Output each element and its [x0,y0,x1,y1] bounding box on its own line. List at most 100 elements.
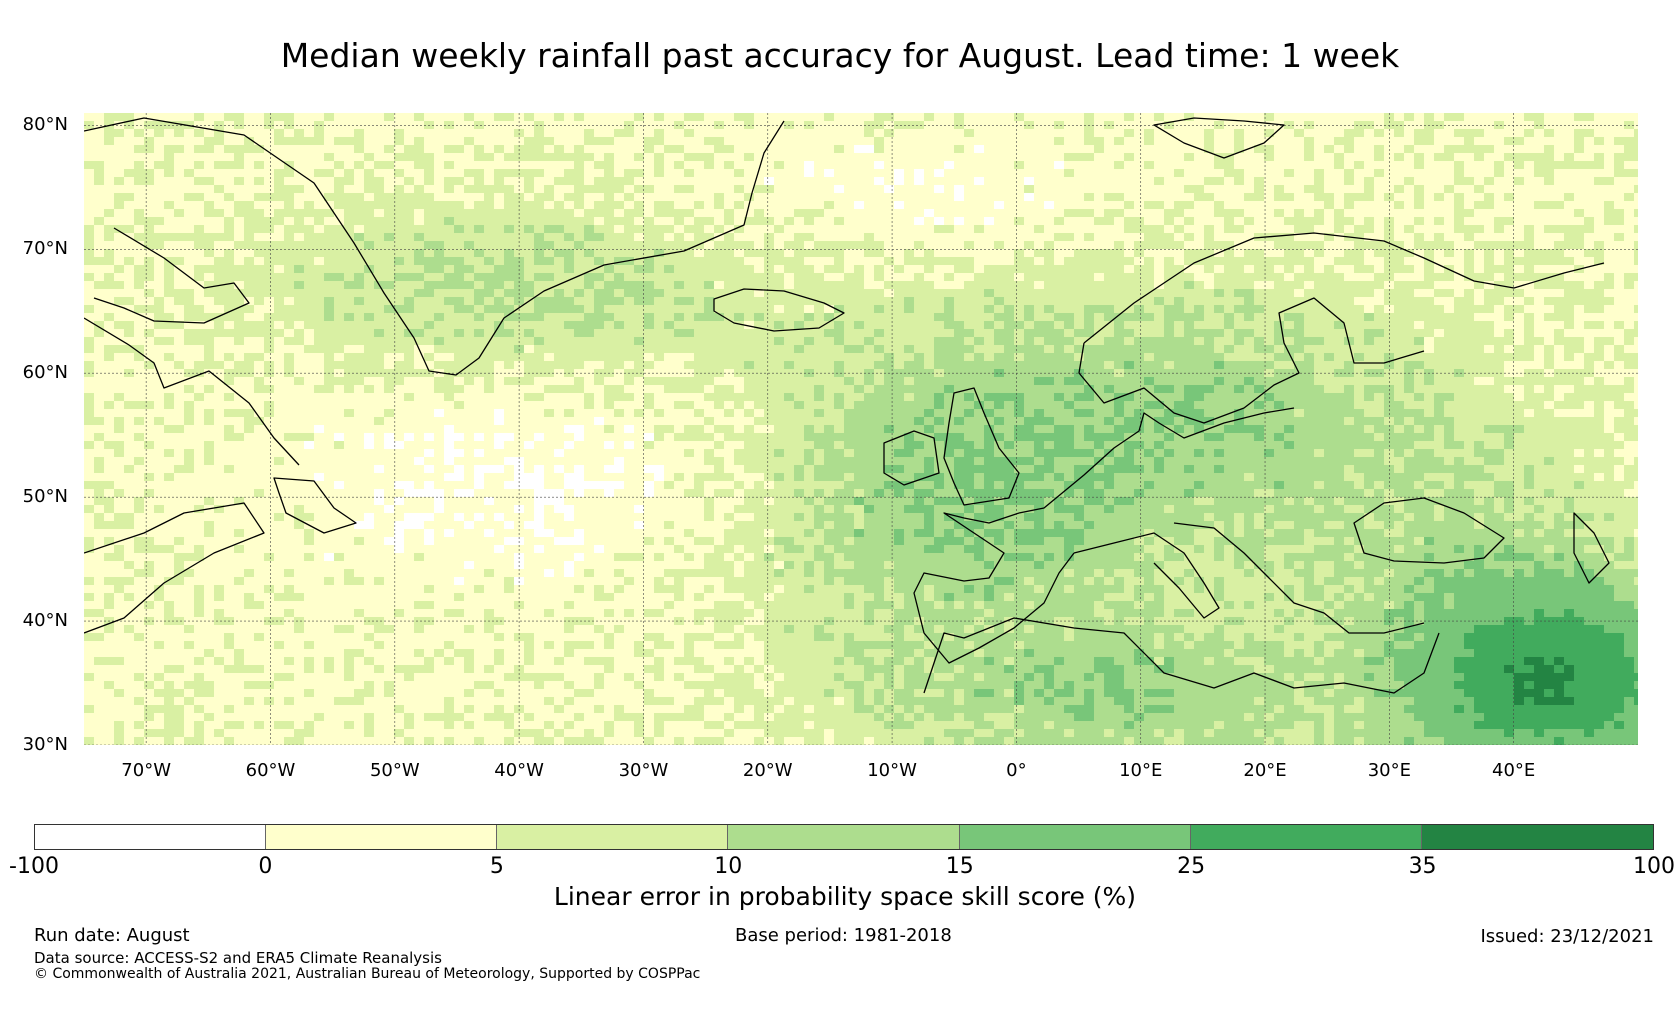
skill-cell [1294,345,1305,354]
skill-cell [824,113,835,122]
skill-cell [234,161,245,170]
skill-cell [184,361,195,370]
skill-cell [1164,337,1175,346]
skill-cell [1264,305,1275,314]
skill-cell [1284,321,1295,330]
skill-cell [984,241,995,250]
skill-cell [744,313,755,322]
skill-cell [1424,305,1435,314]
skill-cell [594,225,605,234]
skill-cell [564,129,575,138]
skill-cell [794,257,805,266]
skill-cell [674,241,685,250]
skill-cell [434,257,445,266]
skill-cell [894,129,905,138]
skill-cell [714,257,725,266]
skill-cell [1144,145,1155,154]
skill-cell [1334,153,1345,162]
skill-cell [704,113,715,122]
skill-cell [264,161,275,170]
skill-cell [634,273,645,282]
skill-cell [1234,353,1245,362]
skill-cell [604,337,615,346]
skill-cell [1534,281,1545,290]
skill-cell [374,241,385,250]
skill-cell [724,201,735,210]
skill-cell [824,281,835,290]
skill-cell [804,113,815,122]
skill-cell [684,345,695,354]
skill-cell [1444,273,1455,282]
skill-cell [94,129,105,138]
skill-cell [914,169,925,178]
skill-cell [1094,201,1105,210]
skill-cell [554,305,565,314]
skill-cell [534,249,545,258]
skill-cell [284,281,295,290]
skill-cell [944,201,955,210]
skill-cell [1014,129,1025,138]
skill-cell [1084,321,1095,330]
skill-cell [374,305,385,314]
skill-cell [674,273,685,282]
skill-cell [1244,185,1255,194]
skill-cell [1354,345,1365,354]
skill-cell [834,233,845,242]
skill-cell [714,337,725,346]
skill-cell [1144,177,1155,186]
skill-cell [654,233,665,242]
skill-cell [1024,113,1035,122]
skill-cell [1444,345,1455,354]
skill-cell [1374,345,1385,354]
skill-cell [1564,233,1575,242]
skill-cell [1034,177,1045,186]
skill-cell [1304,353,1315,362]
skill-cell [1594,249,1605,258]
skill-cell [244,185,255,194]
skill-cell [144,249,155,258]
skill-cell [564,273,575,282]
skill-cell [94,281,105,290]
skill-cell [354,169,365,178]
skill-cell [714,145,725,154]
skill-cell [1594,353,1605,362]
skill-cell [1084,185,1095,194]
skill-cell [974,233,985,242]
skill-cell [934,137,945,146]
skill-cell [614,121,625,130]
skill-cell [704,329,715,338]
skill-cell [1014,281,1025,290]
skill-cell [1264,361,1275,370]
skill-cell [254,345,265,354]
skill-cell [1634,337,1638,346]
skill-cell [324,161,335,170]
skill-cell [1414,257,1425,266]
skill-cell [1274,225,1285,234]
skill-cell [214,241,225,250]
skill-cell [1114,129,1125,138]
skill-cell [1414,201,1425,210]
skill-cell [1304,137,1315,146]
skill-cell [1614,129,1625,138]
skill-cell [554,345,565,354]
skill-cell [644,161,655,170]
skill-cell [294,321,305,330]
skill-cell [794,209,805,218]
skill-cell [374,329,385,338]
skill-cell [714,345,725,354]
skill-cell [1374,313,1385,322]
skill-cell [564,185,575,194]
skill-cell [1004,225,1015,234]
skill-cell [324,305,335,314]
skill-cell [684,305,695,314]
skill-cell [924,225,935,234]
skill-cell [714,121,725,130]
skill-cell [284,329,295,338]
skill-cell [914,321,925,330]
skill-cell [1394,329,1405,338]
skill-cell [144,353,155,362]
skill-cell [934,225,945,234]
skill-cell [294,161,305,170]
skill-cell [164,233,175,242]
skill-cell [424,329,435,338]
